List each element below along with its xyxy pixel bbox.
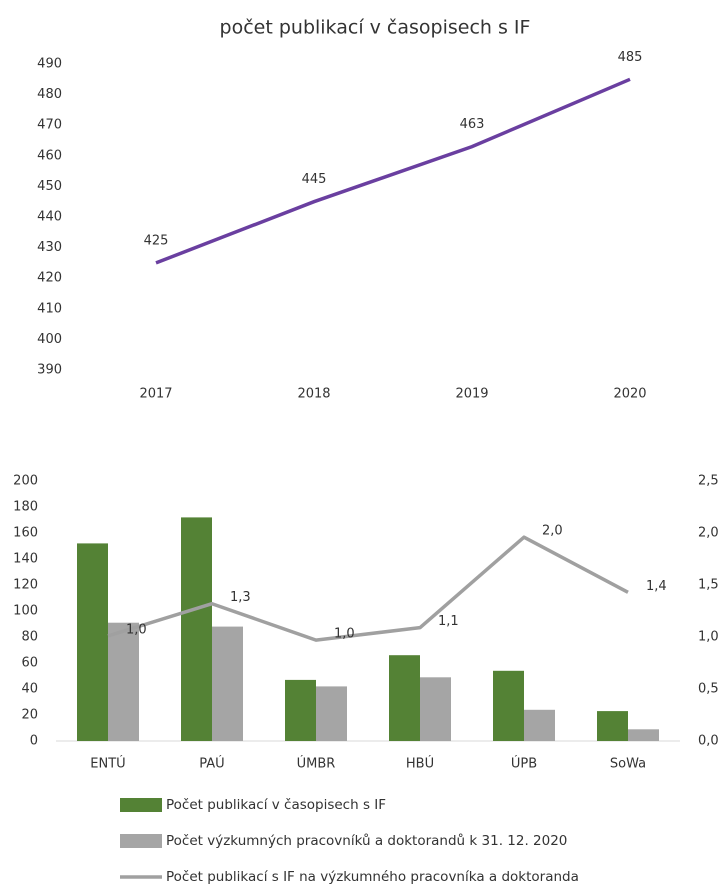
x-tick-label: ÚMBR [297,756,336,772]
bar [212,626,243,741]
x-tick-label: PAÚ [199,756,224,772]
y-tick-label: 470 [37,118,62,133]
bar [108,622,139,741]
y-tick-label: 490 [37,57,62,72]
bar [316,686,347,741]
y-tick-label: 180 [13,500,38,515]
x-tick-label: 2017 [139,387,172,402]
y-tick-label: 450 [37,179,62,194]
data-label: 485 [618,50,643,65]
line [155,77,631,265]
bar [628,729,659,741]
legend-swatch [120,834,162,848]
y2-tick-label: 1,0 [698,630,719,645]
data-label: 1,0 [334,627,355,642]
y-tick-label: 160 [13,526,38,541]
y-tick-label: 410 [37,301,62,316]
bar [77,543,108,741]
legend-label: Počet publikací s IF na výzkumného praco… [166,869,579,884]
y-tick-label: 440 [37,210,62,225]
x-tick-label: 2018 [297,387,330,402]
y-tick-label: 60 [21,656,38,671]
y-tick-label: 20 [21,708,38,723]
y-tick-label: 390 [37,363,62,378]
y2-tick-label: 0,0 [698,734,719,749]
line [107,535,629,642]
y-tick-label: 420 [37,271,62,286]
y-tick-label: 40 [21,682,38,697]
legend-label: Počet publikací v časopisech s IF [166,797,386,813]
data-label: 2,0 [542,524,563,539]
y-tick-label: 120 [13,578,38,593]
bar [181,517,212,741]
y-tick-label: 0 [30,734,38,749]
y2-tick-label: 0,5 [698,682,719,697]
y-tick-label: 200 [13,474,38,489]
x-tick-label: 2020 [613,387,646,402]
data-label: 1,3 [230,590,251,605]
x-tick-label: HBÚ [406,756,434,772]
x-tick-label: ENTÚ [90,756,125,772]
chart-title: počet publikací v časopisech s IF [220,17,531,39]
y-tick-label: 100 [13,604,38,619]
y2-tick-label: 2,5 [698,474,719,489]
y2-tick-label: 1,5 [698,578,719,593]
data-label: 463 [460,117,485,132]
y-tick-label: 140 [13,552,38,567]
bar [524,709,555,741]
y-tick-label: 400 [37,332,62,347]
data-label: 1,0 [126,622,147,637]
y-tick-label: 430 [37,240,62,255]
y2-tick-label: 2,0 [698,526,719,541]
legend-swatch [120,798,162,812]
data-label: 1,4 [646,579,667,594]
bar [597,711,628,741]
y-tick-label: 80 [21,630,38,645]
x-tick-label: ÚPB [511,756,537,772]
x-tick-label: SoWa [610,757,646,772]
y-tick-label: 460 [37,148,62,163]
bar [389,655,420,741]
data-label: 445 [302,172,327,187]
bar [420,677,451,741]
y-tick-label: 480 [37,87,62,102]
x-tick-label: 2019 [455,387,488,402]
legend-label: Počet výzkumných pracovníků a doktorandů… [166,833,567,849]
data-label: 425 [144,233,169,248]
data-label: 1,1 [438,614,459,629]
bar [493,670,524,741]
bar [285,679,316,741]
